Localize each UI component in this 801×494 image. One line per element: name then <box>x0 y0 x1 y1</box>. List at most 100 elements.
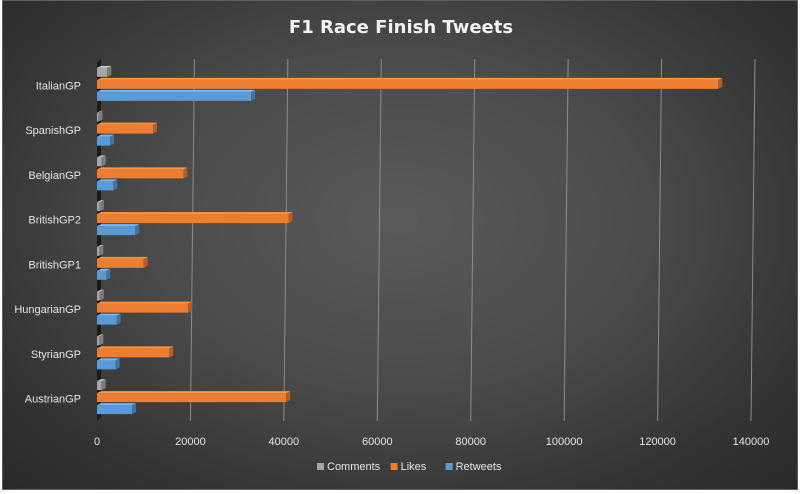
bar-end <box>251 89 256 101</box>
axis-wall <box>97 59 101 421</box>
bar-top <box>97 134 115 137</box>
bar-likes-austriangp <box>97 391 291 403</box>
bar-top <box>97 334 104 337</box>
legend-swatch <box>317 463 324 470</box>
bar-end <box>101 155 106 167</box>
bar-front <box>97 291 100 301</box>
y-category-label: StyrianGP <box>31 349 81 361</box>
category-axis: ItalianGP SpanishGP BelgianGP BritishGP2 Bri… <box>14 80 81 405</box>
bar-front <box>97 258 144 268</box>
bar-comments-austriangp <box>97 379 106 391</box>
bar-front <box>97 124 154 134</box>
bar-end <box>113 179 118 191</box>
bar-top <box>97 346 174 349</box>
bar-retweets-britishgp1 <box>97 268 111 280</box>
bar-retweets-britishgp2 <box>97 224 140 236</box>
bar-comments-belgiangp <box>97 155 106 167</box>
bar-front <box>97 157 102 167</box>
bar-top <box>97 244 104 247</box>
bar-retweets-styriangp <box>97 358 120 370</box>
legend-item-comments: Comments <box>317 461 381 473</box>
y-category-label: HungarianGP <box>14 304 81 316</box>
bar-top <box>97 379 106 382</box>
bar-end <box>169 346 174 358</box>
x-tick-label: 60000 <box>362 436 393 448</box>
gridline <box>283 58 289 422</box>
bar-end <box>153 122 158 134</box>
x-tick-label: 20000 <box>175 436 206 448</box>
bar-likes-britishgp1 <box>97 256 148 268</box>
bar-front <box>97 214 289 224</box>
bar-retweets-spanishgp <box>97 134 115 146</box>
bar-top <box>97 289 104 292</box>
bar-top <box>97 89 256 92</box>
gridline <box>657 58 663 422</box>
bar-front <box>97 405 133 415</box>
bar-front <box>97 360 116 370</box>
legend-label: Likes <box>401 461 427 473</box>
bar-front <box>97 393 287 403</box>
bar-retweets-italiangp <box>97 89 256 101</box>
bar-front <box>97 112 99 122</box>
bar-top <box>97 212 293 215</box>
bar-end <box>99 244 104 256</box>
bar-likes-britishgp2 <box>97 212 293 224</box>
bar-end <box>718 77 723 89</box>
bar-comments-spanishgp <box>97 110 103 122</box>
bar-top <box>97 167 188 170</box>
gridline <box>563 58 569 422</box>
bars <box>97 65 723 415</box>
bar-end <box>286 391 291 403</box>
bar-end <box>106 268 111 280</box>
legend-label: Retweets <box>456 461 502 473</box>
gridline <box>189 58 195 422</box>
x-tick-label: 40000 <box>269 436 300 448</box>
bar-end <box>288 212 293 224</box>
bar-front <box>97 181 114 191</box>
y-category-label: AustrianGP <box>25 394 81 406</box>
bar-front <box>97 381 102 391</box>
bar-top <box>97 200 104 203</box>
bar-likes-spanishgp <box>97 122 158 134</box>
bar-front <box>97 169 184 179</box>
x-tick-label: 140000 <box>733 436 770 448</box>
bar-end <box>135 224 140 236</box>
bar-top <box>97 110 103 113</box>
bar-front <box>97 348 170 358</box>
bar-top <box>97 256 148 259</box>
bar-end <box>115 358 120 370</box>
bar-front <box>97 226 136 236</box>
bar-end <box>132 403 137 415</box>
bar-end <box>99 200 104 212</box>
y-category-label: BritishGP2 <box>28 215 81 227</box>
bar-end <box>110 134 115 146</box>
y-category-label: BelgianGP <box>28 170 81 182</box>
legend-swatch <box>390 463 398 470</box>
bar-front <box>97 136 111 146</box>
bar-front <box>97 336 100 346</box>
gridline <box>376 58 382 422</box>
bar-top <box>97 65 112 68</box>
bar-front <box>97 246 100 256</box>
bar-top <box>97 179 118 182</box>
bar-end <box>99 334 104 346</box>
x-tick-label: 0 <box>94 436 100 448</box>
bar-top <box>97 358 120 361</box>
gridline <box>470 58 476 422</box>
bar-end <box>183 167 188 179</box>
x-tick-label: 80000 <box>455 436 486 448</box>
y-category-label: ItalianGP <box>36 80 81 92</box>
bar-comments-britishgp2 <box>97 200 104 212</box>
bar-front <box>97 315 117 325</box>
bar-top <box>97 268 111 271</box>
legend-label: Comments <box>327 461 381 473</box>
bar-comments-britishgp1 <box>97 244 104 256</box>
bar-end <box>101 379 106 391</box>
bar-top <box>97 77 723 80</box>
bar-front <box>97 303 189 313</box>
bar-end <box>98 110 103 122</box>
bar-likes-styriangp <box>97 346 174 358</box>
bar-retweets-austriangp <box>97 403 137 415</box>
